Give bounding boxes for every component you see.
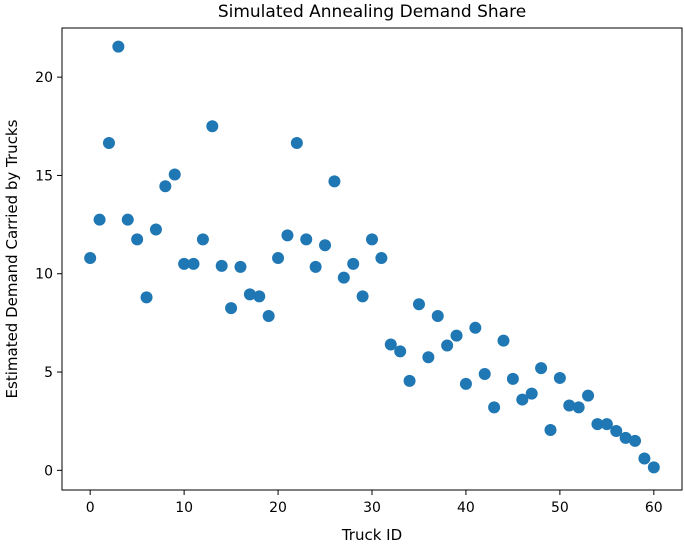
data-point xyxy=(121,213,134,226)
data-point xyxy=(131,233,144,246)
x-tick-label: 20 xyxy=(269,500,287,516)
data-point xyxy=(478,368,491,381)
data-point xyxy=(394,345,407,358)
y-tick-label: 0 xyxy=(44,463,53,479)
data-point xyxy=(309,260,322,273)
x-tick-label: 40 xyxy=(457,500,475,516)
data-point xyxy=(290,137,303,150)
data-point xyxy=(178,257,191,270)
data-point xyxy=(196,233,209,246)
data-point xyxy=(319,239,332,252)
data-point xyxy=(488,401,501,414)
data-point xyxy=(347,257,360,270)
data-point xyxy=(553,371,566,384)
data-point xyxy=(225,302,238,315)
data-point xyxy=(600,418,613,431)
data-point xyxy=(647,461,660,474)
data-point xyxy=(441,339,454,352)
data-point xyxy=(610,425,623,438)
data-point xyxy=(366,233,378,246)
data-point xyxy=(525,387,538,400)
data-point xyxy=(375,252,388,265)
data-point xyxy=(544,424,557,437)
y-tick-label: 5 xyxy=(44,365,53,381)
data-point xyxy=(431,310,444,323)
data-point xyxy=(450,329,463,342)
data-point xyxy=(187,257,200,270)
y-tick-label: 20 xyxy=(35,70,53,86)
y-tick-label: 10 xyxy=(35,267,53,283)
plot-area xyxy=(84,40,660,474)
x-tick-label: 60 xyxy=(645,500,663,516)
data-point xyxy=(253,290,266,303)
data-point xyxy=(272,252,285,265)
data-point xyxy=(159,180,172,193)
data-point xyxy=(234,260,247,273)
plot-frame xyxy=(61,27,683,491)
data-point xyxy=(535,362,548,375)
x-tick-label: 30 xyxy=(363,500,381,516)
data-point xyxy=(516,393,529,406)
data-point xyxy=(93,213,106,226)
data-point xyxy=(84,252,97,265)
data-point xyxy=(497,334,510,347)
data-point xyxy=(506,372,519,385)
data-point xyxy=(384,338,397,351)
data-point xyxy=(112,40,125,53)
data-point xyxy=(469,321,482,334)
x-tick-label: 50 xyxy=(551,500,569,516)
data-point xyxy=(215,259,228,272)
data-point xyxy=(459,377,472,390)
chart-title: Simulated Annealing Demand Share xyxy=(218,2,526,22)
data-point xyxy=(206,120,219,133)
x-tick-label: 0 xyxy=(86,500,95,516)
data-point xyxy=(262,310,275,323)
data-point xyxy=(300,233,313,246)
data-point xyxy=(168,168,181,181)
data-point xyxy=(619,431,632,444)
data-point xyxy=(243,288,256,301)
data-point xyxy=(563,399,576,412)
data-point xyxy=(337,271,350,284)
x-axis: 0 10 20 30 40 50 60 xyxy=(86,490,663,516)
data-point xyxy=(149,223,162,236)
data-point xyxy=(638,452,651,465)
data-point xyxy=(572,401,585,414)
data-point xyxy=(412,298,425,311)
x-axis-label: Truck ID xyxy=(341,526,402,544)
data-point xyxy=(328,175,341,188)
data-point xyxy=(582,389,595,402)
x-tick-label: 10 xyxy=(175,500,193,516)
data-point xyxy=(140,291,153,304)
data-point xyxy=(102,137,115,150)
data-point xyxy=(281,229,294,242)
data-point xyxy=(422,351,435,364)
y-axis: 0 5 10 15 20 xyxy=(35,70,62,479)
y-axis-label: Estimated Demand Carried by Trucks xyxy=(3,119,21,398)
data-point xyxy=(403,374,416,387)
data-point xyxy=(629,434,642,447)
data-point xyxy=(591,418,604,431)
y-tick-label: 15 xyxy=(35,168,53,184)
data-point xyxy=(356,290,369,303)
